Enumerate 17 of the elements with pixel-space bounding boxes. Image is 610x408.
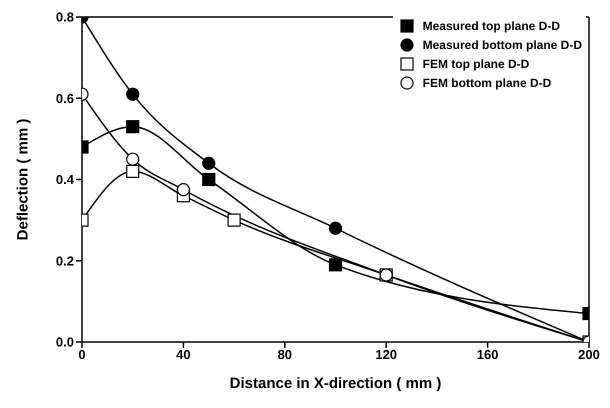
y-tick-label: 0.2 [56, 253, 74, 268]
y-tick-label: 0.4 [56, 172, 75, 188]
x-tick-label: 80 [278, 347, 292, 362]
x-tick-label: 160 [476, 347, 498, 362]
legend-label: Measured top plane D-D [422, 18, 560, 32]
y-axis-title: Deflection ( mm ) [14, 118, 32, 240]
y-tick-label: 0.6 [56, 90, 74, 106]
x-tick-label: 40 [176, 347, 191, 362]
legend-label: FEM top plane D-D [422, 56, 530, 70]
x-axis-title: Distance in X-direction ( mm ) [230, 375, 442, 392]
y-tick-label: 0.8 [56, 10, 74, 25]
x-tick-label: 120 [375, 347, 398, 362]
legend-label: Measured bottom plane D-D [422, 38, 582, 52]
legend-label: FEM bottom plane D-D [422, 76, 552, 90]
x-tick-label: 0 [78, 347, 86, 362]
y-tick-label: 0.0 [56, 334, 74, 350]
x-tick-label: 200 [578, 347, 600, 362]
